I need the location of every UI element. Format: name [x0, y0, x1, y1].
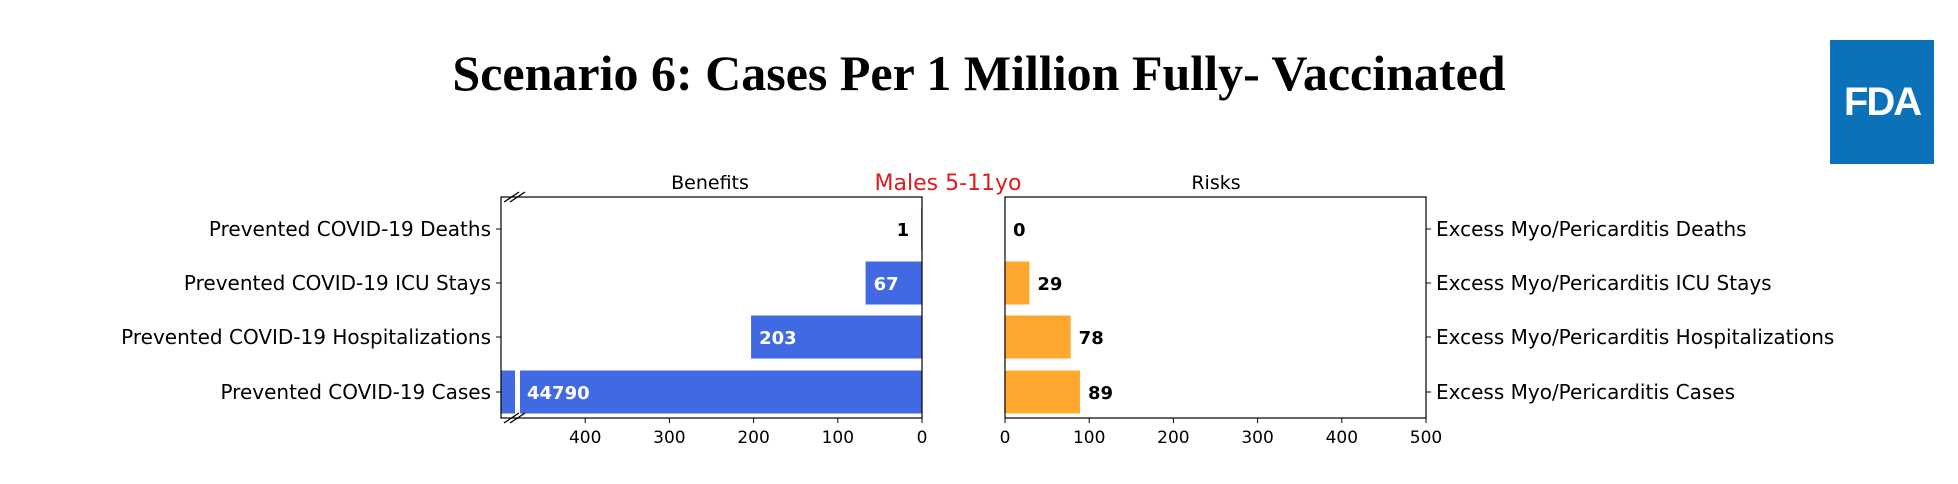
x-tick-label: 400 [1326, 428, 1358, 448]
x-tick-label: 0 [1000, 428, 1011, 448]
x-tick-label: 200 [1157, 428, 1189, 448]
category-label: Prevented COVID-19 Hospitalizations [121, 325, 491, 349]
risks-panel: 0 29 78 89 Excess Myo/Pericarditis Deaths Exc… [1000, 196, 1834, 448]
value-label: 0 [1013, 220, 1026, 241]
x-tick-label: 100 [1073, 428, 1105, 448]
value-label: 1 [897, 220, 910, 241]
fda-logo-text: FDA [1843, 79, 1922, 124]
category-label: Prevented COVID-19 Cases [220, 380, 491, 404]
bar-risk-3 [1005, 370, 1080, 414]
axis-break-mark [503, 191, 520, 203]
value-label: 89 [1088, 383, 1113, 404]
axis-break-gap [515, 369, 520, 415]
plot-frame [1004, 196, 1427, 419]
axis-break-mark [509, 412, 526, 424]
x-tick-label: 500 [1410, 428, 1442, 448]
benefits-panel: 1 67 203 44790 Prevented COVID-19 Deaths Prev… [121, 191, 928, 448]
x-tick-label: 0 [917, 428, 928, 448]
category-label: Prevented COVID-19 Deaths [209, 217, 491, 241]
benefits-panel-title: Benefits [671, 172, 749, 194]
risks-panel-title: Risks [1191, 172, 1240, 194]
category-label: Excess Myo/Pericarditis Hospitalizations [1436, 325, 1834, 349]
value-label: 203 [759, 328, 797, 349]
bar-benefit-2 [751, 315, 922, 359]
fda-logo: FDA [1830, 40, 1934, 164]
category-label: Excess Myo/Pericarditis ICU Stays [1436, 271, 1772, 295]
bar-benefit-3 [501, 370, 922, 414]
x-tick-label: 100 [822, 428, 854, 448]
bar-benefit-1 [865, 261, 922, 305]
axis-break-mark [509, 191, 526, 203]
axis-break-mark [503, 412, 520, 424]
value-label: 44790 [527, 383, 590, 404]
bar-risk-2 [1005, 315, 1071, 359]
value-label: 78 [1079, 328, 1104, 349]
slide-title: Scenario 6: Cases Per 1 Million Fully- V… [452, 45, 1506, 101]
x-tick-label: 300 [653, 428, 685, 448]
category-label: Prevented COVID-19 ICU Stays [184, 271, 491, 295]
x-tick-label: 200 [737, 428, 769, 448]
value-label: 29 [1037, 274, 1062, 295]
value-label: 67 [874, 274, 899, 295]
x-tick-label: 400 [569, 428, 601, 448]
category-label: Excess Myo/Pericarditis Cases [1436, 380, 1735, 404]
x-tick-label: 300 [1241, 428, 1273, 448]
plot-frame [500, 196, 923, 419]
bar-risk-1 [1005, 261, 1030, 305]
chart-subtitle: Males 5-11yo [875, 171, 1022, 196]
category-label: Excess Myo/Pericarditis Deaths [1436, 217, 1747, 241]
